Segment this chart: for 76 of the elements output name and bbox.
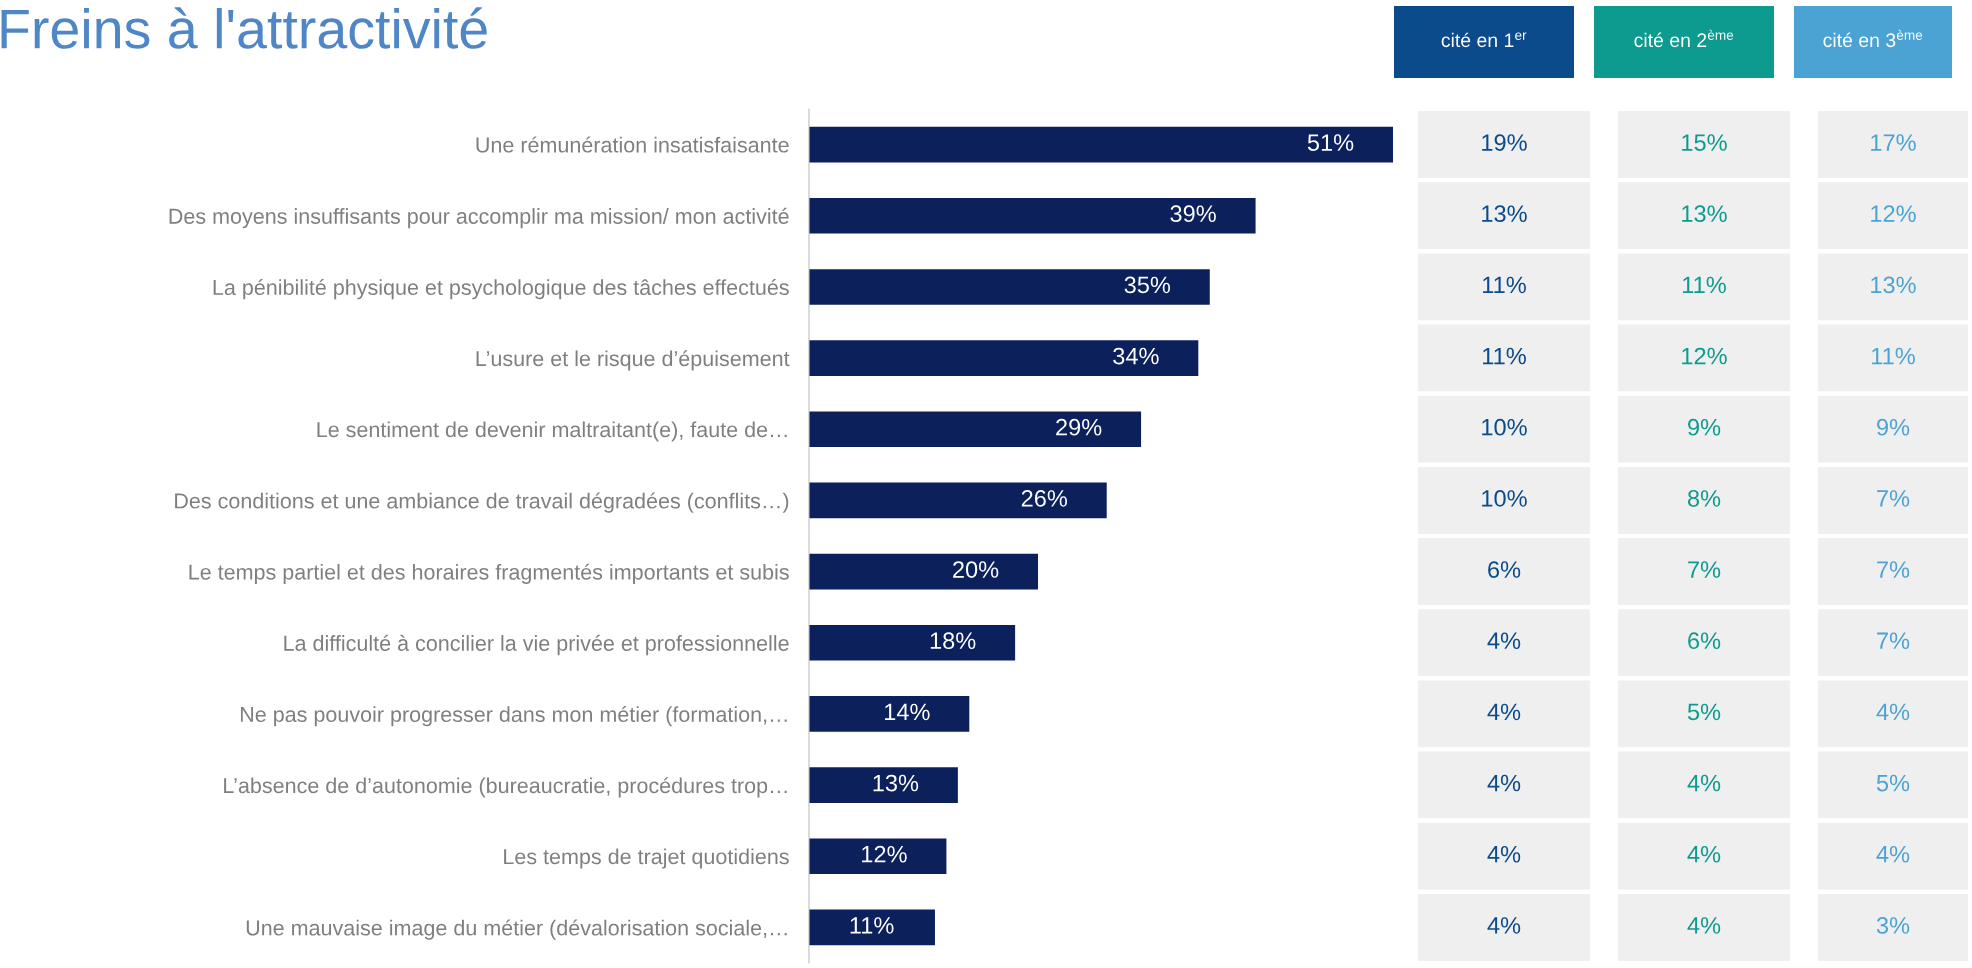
data-label: 20% [953, 561, 999, 578]
text: 7% [1877, 632, 1910, 649]
text: 7% [1688, 561, 1721, 578]
data-label: 18% [930, 632, 976, 650]
text: 11% [1483, 276, 1526, 294]
text: 5% [1687, 703, 1721, 721]
text: 7% [1877, 490, 1910, 507]
bar [809, 197, 1256, 234]
y-tick-label: Une rémunération insatisfaisante [476, 136, 789, 153]
text: 13% [1871, 276, 1916, 294]
data-label: 13% [873, 774, 919, 792]
text: 6% [1488, 561, 1521, 578]
text: 4% [1487, 632, 1521, 649]
text: 4% [1687, 774, 1721, 792]
text: 19% [1482, 134, 1527, 151]
data-label: 51% [1307, 134, 1354, 151]
bar [809, 482, 1107, 519]
text: 11% [1683, 276, 1726, 294]
text: 13% [1682, 205, 1727, 223]
text: 15% [1682, 134, 1727, 151]
text: 11% [1483, 347, 1526, 365]
text: 4% [1487, 917, 1521, 934]
text: 4% [1487, 703, 1521, 721]
text: 12% [1871, 205, 1916, 222]
bar [809, 767, 958, 803]
bar [809, 909, 935, 946]
text: 10% [1482, 490, 1527, 507]
y-tick-label: Des conditions et une ambiance de travail dégradées (conflits…) [175, 492, 789, 513]
text: 9% [1688, 418, 1721, 436]
text: 4% [1687, 917, 1721, 934]
y-tick-label: Le sentiment de devenir maltraitant(e), faute de… [317, 421, 787, 442]
text: 17% [1871, 134, 1916, 151]
text: 9% [1877, 418, 1910, 436]
data-label: 26% [1021, 490, 1068, 507]
y-tick-label: Une mauvaise image du métier (dévalorisation sociale,… [246, 919, 787, 940]
text: 8% [1687, 490, 1721, 507]
text: 4% [1687, 845, 1721, 863]
text: 3% [1876, 917, 1910, 934]
text: 11% [1872, 347, 1915, 365]
bar [809, 126, 1393, 163]
text: 10% [1482, 418, 1527, 436]
text: cité en 3$^{ème}$ [1823, 29, 1923, 48]
data-label: 34% [1113, 347, 1159, 365]
bar [809, 838, 947, 875]
data-label: 29% [1056, 418, 1102, 436]
y-tick-label: La pénibilité physique et psychologique des tâches effectués [213, 278, 789, 300]
y-tick-label: La difficulté à concilier la vie privée et professionnelle [284, 634, 789, 656]
data-label: 12% [862, 845, 907, 863]
text: cité en 1$^{er}$ [1441, 32, 1527, 48]
y-tick-label: Des moyens insuffisants pour accomplir ma mission/ mon activité [169, 207, 789, 229]
y-tick-label: L’usure et le risque d’épuisement [476, 350, 790, 371]
text: 7% [1877, 561, 1910, 578]
y-tick-label: Les temps de trajet quotidiens [504, 848, 789, 869]
data-label: 14% [885, 703, 930, 721]
y-tick-label: L’absence de d’autonomie (bureaucratie, procédures trop… [224, 777, 787, 798]
bar [809, 411, 1142, 448]
y-tick-label: Ne pas pouvoir progresser dans mon métier (formation,… [240, 705, 787, 727]
text: 4% [1487, 845, 1521, 863]
data-label: 35% [1124, 276, 1171, 294]
text: 4% [1876, 703, 1910, 721]
bar [809, 696, 970, 732]
text: 5% [1876, 774, 1910, 792]
bar [809, 553, 1039, 590]
bar [809, 624, 1016, 661]
text: Freins à l'attractivité [1, 7, 487, 49]
data-label: 11% [850, 917, 894, 934]
text: 12% [1682, 347, 1727, 365]
text: cité en 2$^{ème}$ [1634, 29, 1734, 48]
text: 4% [1876, 845, 1910, 863]
data-label: 39% [1170, 205, 1216, 223]
bar [809, 340, 1199, 376]
text: 6% [1688, 632, 1721, 650]
text: 13% [1482, 205, 1527, 223]
y-tick-label: Le temps partiel et des horaires fragmentés importants et subis [189, 563, 789, 584]
bar [809, 269, 1210, 305]
text: 4% [1487, 774, 1521, 792]
